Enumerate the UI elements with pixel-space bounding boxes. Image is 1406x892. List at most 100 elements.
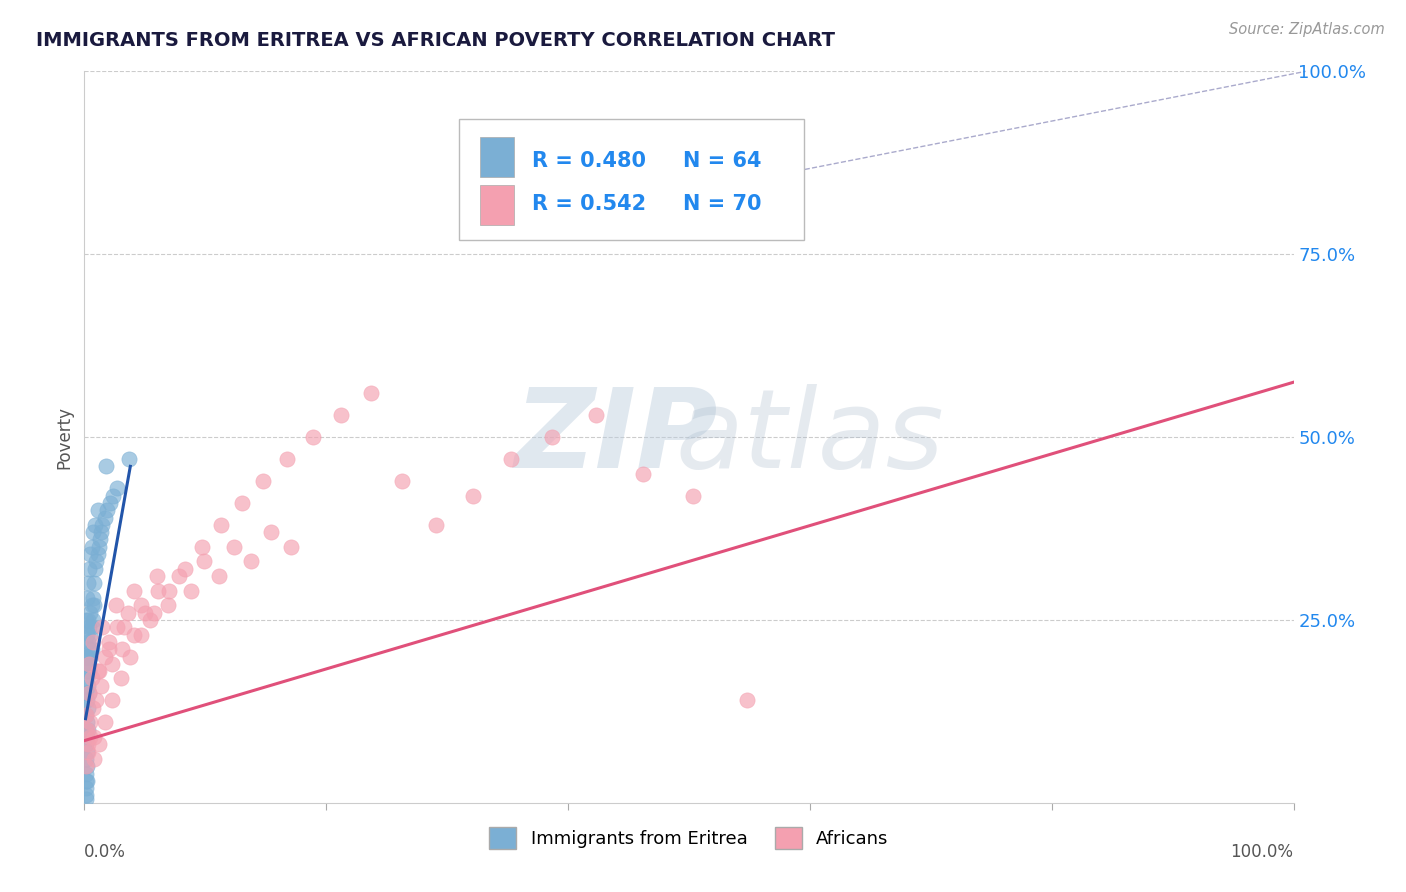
Point bbox=[83, 599, 105, 613]
Point bbox=[76, 649, 98, 664]
Point bbox=[76, 773, 98, 788]
Point bbox=[84, 562, 107, 576]
FancyBboxPatch shape bbox=[479, 185, 513, 225]
Point bbox=[76, 591, 98, 605]
Point bbox=[76, 723, 98, 737]
Point bbox=[104, 599, 127, 613]
Point bbox=[105, 481, 128, 495]
Point bbox=[94, 459, 117, 474]
Point bbox=[77, 737, 100, 751]
Text: ZIP: ZIP bbox=[515, 384, 718, 491]
Point bbox=[112, 620, 135, 634]
Point bbox=[209, 517, 232, 532]
Point bbox=[110, 672, 132, 686]
Point bbox=[94, 715, 117, 730]
Point bbox=[682, 489, 704, 503]
Point bbox=[541, 430, 564, 444]
FancyBboxPatch shape bbox=[479, 137, 513, 178]
FancyBboxPatch shape bbox=[460, 119, 804, 240]
Point bbox=[76, 672, 98, 686]
Point bbox=[79, 649, 101, 664]
Text: R = 0.542: R = 0.542 bbox=[531, 194, 645, 214]
Point bbox=[134, 606, 156, 620]
Point bbox=[80, 642, 103, 657]
Point bbox=[75, 664, 97, 678]
Point bbox=[87, 540, 110, 554]
Point bbox=[77, 576, 100, 591]
Point bbox=[173, 562, 195, 576]
Point bbox=[75, 708, 97, 723]
Point bbox=[461, 489, 484, 503]
Point bbox=[86, 547, 108, 561]
Point bbox=[75, 649, 97, 664]
Point bbox=[259, 525, 281, 540]
Point bbox=[90, 525, 112, 540]
Point bbox=[391, 474, 413, 488]
Point bbox=[79, 715, 101, 730]
Point bbox=[585, 408, 607, 422]
Text: 100.0%: 100.0% bbox=[1230, 843, 1294, 861]
Point bbox=[75, 686, 97, 700]
Point bbox=[83, 730, 105, 744]
Point bbox=[91, 517, 114, 532]
Point bbox=[77, 642, 100, 657]
Text: N = 64: N = 64 bbox=[683, 151, 762, 170]
Point bbox=[77, 700, 100, 714]
Point bbox=[360, 386, 382, 401]
Point bbox=[425, 517, 447, 532]
Point bbox=[76, 730, 98, 744]
Point bbox=[98, 496, 121, 510]
Point bbox=[86, 503, 108, 517]
Point bbox=[129, 627, 152, 641]
Point bbox=[86, 693, 108, 707]
Point bbox=[75, 613, 97, 627]
Point bbox=[91, 620, 114, 634]
Point bbox=[76, 715, 98, 730]
Text: IMMIGRANTS FROM ERITREA VS AFRICAN POVERTY CORRELATION CHART: IMMIGRANTS FROM ERITREA VS AFRICAN POVER… bbox=[37, 31, 835, 50]
Point bbox=[75, 723, 97, 737]
Point bbox=[129, 599, 152, 613]
Point bbox=[83, 576, 105, 591]
Point bbox=[96, 503, 118, 517]
Text: Source: ZipAtlas.com: Source: ZipAtlas.com bbox=[1229, 22, 1385, 37]
Point bbox=[82, 613, 104, 627]
Point bbox=[82, 700, 104, 714]
Point bbox=[138, 613, 160, 627]
Point bbox=[146, 569, 169, 583]
Point bbox=[103, 489, 125, 503]
Point bbox=[122, 583, 145, 598]
Point bbox=[77, 635, 100, 649]
Point bbox=[252, 474, 274, 488]
Point bbox=[75, 766, 97, 780]
Point bbox=[77, 723, 100, 737]
Y-axis label: Poverty: Poverty bbox=[55, 406, 73, 468]
Point bbox=[302, 430, 325, 444]
Point bbox=[280, 540, 302, 554]
Point bbox=[79, 730, 101, 744]
Point bbox=[87, 664, 110, 678]
Point bbox=[231, 496, 253, 510]
Point bbox=[79, 547, 101, 561]
Point bbox=[86, 554, 108, 568]
Point bbox=[122, 627, 145, 641]
Text: R = 0.480: R = 0.480 bbox=[531, 151, 645, 170]
Point bbox=[82, 591, 104, 605]
Point bbox=[76, 745, 98, 759]
Point bbox=[76, 693, 98, 707]
Legend: Immigrants from Eritrea, Africans: Immigrants from Eritrea, Africans bbox=[482, 820, 896, 856]
Point bbox=[276, 452, 298, 467]
Point bbox=[82, 525, 104, 540]
Point bbox=[76, 759, 98, 773]
Point bbox=[86, 664, 108, 678]
Point bbox=[193, 554, 215, 568]
Point bbox=[87, 737, 110, 751]
Point bbox=[97, 642, 120, 657]
Point bbox=[80, 540, 103, 554]
Point bbox=[501, 452, 523, 467]
Point bbox=[180, 583, 202, 598]
Point bbox=[118, 452, 141, 467]
Point bbox=[83, 752, 105, 766]
Point bbox=[79, 606, 101, 620]
Point bbox=[75, 708, 97, 723]
Point bbox=[77, 679, 100, 693]
